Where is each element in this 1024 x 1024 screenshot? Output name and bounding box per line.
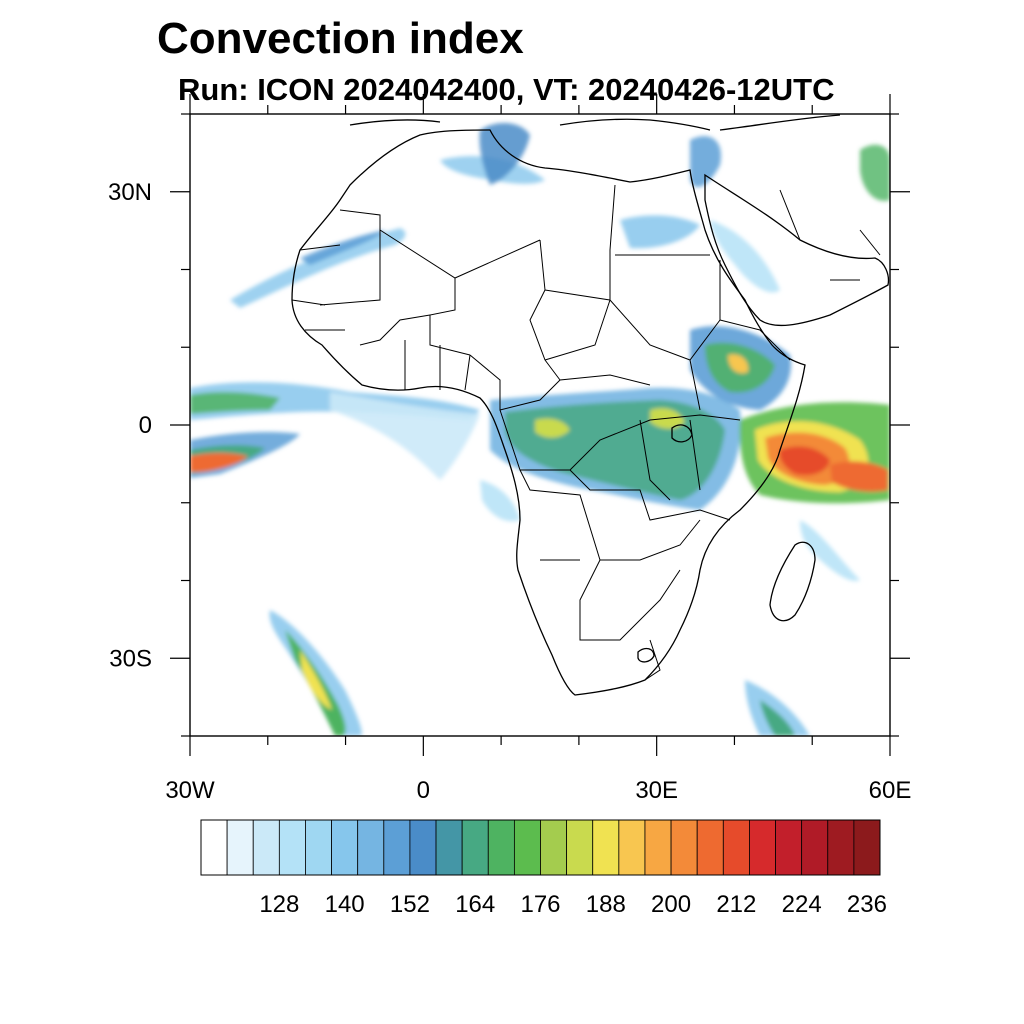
colorbar-swatch (435, 819, 463, 876)
shade-indian-ocean-east (830, 461, 888, 492)
colorbar-swatch (775, 819, 803, 876)
colorbar-swatch (487, 819, 515, 876)
lake-victoria (671, 424, 693, 443)
plot-subtitle: Run: ICON 2024042400, VT: 20240426-12UTC (178, 72, 835, 107)
colorbar-swatch (801, 819, 829, 876)
shade-ethiopia-hot (728, 354, 749, 374)
coastlines (291, 114, 890, 696)
shade-atlantic-itcz-core (190, 392, 280, 414)
lon-label: 30W (165, 777, 215, 804)
shade-guinea (330, 392, 480, 480)
colorbar-swatch (592, 819, 620, 876)
colorbar-swatch (853, 819, 881, 876)
colorbar-swatch (827, 819, 855, 876)
shade-nw-streak (230, 228, 406, 308)
axis-ticks (170, 94, 910, 756)
colorbar-tick-label: 212 (716, 891, 756, 918)
colorbar-tick-label: 176 (520, 891, 560, 918)
shade-southeast (745, 680, 810, 736)
lat-label: 30S (109, 645, 152, 672)
colorbar (200, 819, 881, 876)
lon-label: 30E (635, 777, 678, 804)
colorbar-swatch (409, 819, 437, 876)
plot-title: Convection index (157, 14, 524, 63)
colorbar-swatch (618, 819, 646, 876)
colorbar-swatch (305, 819, 332, 876)
mediterranean-north (349, 114, 841, 131)
colorbar-frame (200, 819, 881, 876)
shade-southeast-core (760, 700, 795, 736)
colorbar-swatch (278, 819, 306, 876)
shade-gabon-coast (480, 480, 520, 522)
shade-mozambique (800, 520, 860, 581)
colorbar-tick-label: 140 (325, 891, 365, 918)
shade-central-yellow-1 (535, 418, 570, 438)
colorbar-swatch (696, 819, 724, 876)
colorbar-tick-label: 164 (455, 891, 495, 918)
shade-tunisia (479, 123, 530, 185)
colorbar-swatch (566, 819, 594, 876)
colorbar-tick-label: 224 (782, 891, 822, 918)
colorbar-swatch (200, 819, 228, 876)
lon-label: 0 (417, 777, 430, 804)
colorbar-swatch (670, 819, 698, 876)
shade-nw-streak-core (300, 230, 385, 265)
colorbar-tick-label: 200 (651, 891, 691, 918)
colorbar-swatch (357, 819, 385, 876)
colorbar-swatch (513, 819, 541, 876)
colorbar-tick-label: 188 (586, 891, 626, 918)
shade-central-africa-core (505, 400, 725, 500)
colorbar-tick-label: 128 (259, 891, 299, 918)
lon-label: 60E (869, 777, 912, 804)
colorbar-swatch (749, 819, 776, 876)
convection-field (190, 123, 890, 736)
madagascar-coastline (769, 541, 816, 622)
latitude-labels: 30N 0 30S (108, 179, 152, 673)
shade-red-sea (710, 220, 780, 293)
shade-egypt (620, 215, 700, 249)
africa-coastline (291, 129, 806, 696)
colorbar-swatch (722, 819, 750, 876)
shade-south-atlantic-hot (300, 650, 332, 710)
lesotho (637, 647, 655, 663)
arabia-coastline (704, 173, 890, 327)
colorbar-swatch (540, 819, 568, 876)
colorbar-labels: 128 140 152 164 176 188 200 212 224 236 (259, 891, 887, 918)
shade-atlantic-south-hot (190, 453, 248, 472)
shade-iran (860, 144, 890, 201)
colorbar-swatch (226, 819, 254, 876)
colorbar-swatch (644, 819, 672, 876)
colorbar-swatch (331, 819, 359, 876)
country-borders (291, 184, 881, 681)
lat-label: 0 (139, 412, 152, 439)
colorbar-swatch (383, 819, 411, 876)
shade-indian-ocean-red (779, 446, 830, 476)
colorbar-tick-label: 236 (847, 891, 887, 918)
longitude-labels: 30W 0 30E 60E (165, 777, 911, 804)
colorbar-tick-label: 152 (390, 891, 430, 918)
shade-levant (690, 136, 721, 188)
colorbar-swatch (461, 819, 489, 876)
colorbar-swatch (252, 819, 280, 876)
lat-label: 30N (108, 179, 152, 206)
